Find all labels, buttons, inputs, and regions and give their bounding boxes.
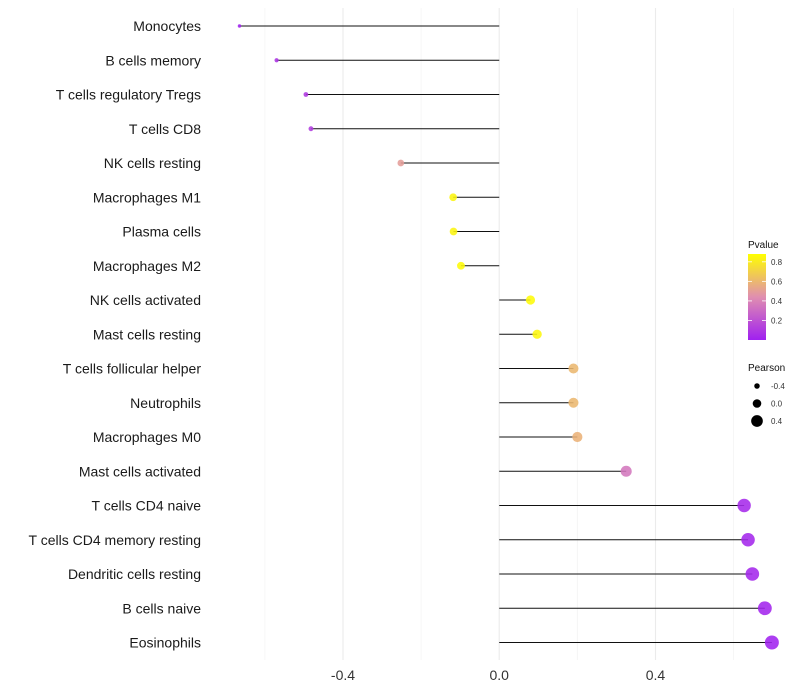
lollipop-point [757, 601, 772, 616]
y-axis-label: T cells CD4 naive [92, 498, 202, 514]
pvalue-legend: Pvalue 0.2 0.4 0.6 0.8 [748, 240, 783, 340]
y-axis-label: NK cells resting [104, 155, 201, 171]
lollipop-point [764, 635, 779, 650]
x-tick-label: -0.4 [331, 667, 355, 683]
y-axis-label: Mast cells activated [79, 463, 201, 479]
pearson-legend-items: -0.4 0.0 0.4 [751, 382, 785, 427]
y-axis-label: NK cells activated [90, 292, 201, 308]
lollipop-point [457, 261, 465, 270]
lollipop-point [237, 24, 242, 28]
y-axis-label: Neutrophils [130, 395, 201, 411]
lollipop-point [397, 159, 405, 167]
lollipop-point [532, 329, 542, 339]
lollipop-point [568, 397, 579, 408]
lollipop-point [572, 431, 583, 443]
y-axis-label: T cells CD8 [129, 121, 201, 137]
lollipop-point [745, 567, 760, 581]
y-axis-labels: Monocytes B cells memory T cells regulator… [29, 18, 202, 651]
lollipop-stems [239, 25, 772, 643]
x-axis-ticks: -0.4 0.0 0.4 [331, 667, 665, 683]
pearson-legend-label: -0.4 [771, 382, 785, 391]
lollipop-point [741, 532, 755, 547]
pearson-legend-dot [751, 415, 763, 427]
pvalue-tick-label: 0.6 [771, 277, 783, 286]
lollipop-point [525, 295, 536, 305]
y-axis-label: Macrophages M1 [93, 189, 201, 205]
y-axis-label: B cells memory [105, 52, 201, 68]
y-axis-label: T cells CD4 memory resting [29, 532, 201, 548]
y-axis-label: Mast cells resting [93, 326, 201, 342]
y-axis-label: Plasma cells [122, 224, 201, 240]
lollipop-points [237, 24, 779, 650]
pearson-legend-dot [754, 383, 760, 389]
pvalue-legend-ticks: 0.2 0.4 0.6 0.8 [748, 258, 783, 325]
pearson-legend-title: Pearson [748, 363, 785, 374]
pearson-legend: Pearson -0.4 0.0 0.4 [748, 363, 785, 427]
y-axis-label: Monocytes [133, 18, 201, 34]
y-axis-label: Eosinophils [129, 635, 201, 651]
x-tick-label: 0.4 [646, 667, 666, 683]
lollipop-point [449, 193, 457, 202]
y-axis-label: T cells regulatory Tregs [56, 87, 201, 103]
y-axis-label: T cells follicular helper [63, 361, 202, 377]
pvalue-colorbar [748, 254, 766, 340]
y-axis-label: B cells naive [122, 600, 201, 616]
pvalue-legend-title: Pvalue [748, 240, 779, 251]
lollipop-point [449, 227, 458, 236]
y-axis-label: Macrophages M2 [93, 258, 201, 274]
y-axis-label: Macrophages M0 [93, 429, 201, 445]
pearson-legend-label: 0.4 [771, 417, 783, 426]
grid [264, 8, 734, 660]
pearson-legend-label: 0.0 [771, 400, 783, 409]
y-axis-label: Dendritic cells resting [68, 566, 201, 582]
lollipop-point [274, 58, 279, 63]
x-tick-label: 0.0 [490, 667, 510, 683]
lollipop-point [737, 498, 751, 513]
pearson-legend-dot [752, 399, 762, 408]
lollipop-point [303, 92, 309, 97]
pvalue-tick-label: 0.2 [771, 316, 783, 325]
lollipop-point [620, 465, 632, 477]
lollipop-point [308, 126, 314, 132]
pvalue-tick-label: 0.8 [771, 258, 783, 267]
lollipop-point [568, 363, 579, 374]
pvalue-tick-label: 0.4 [771, 297, 783, 306]
